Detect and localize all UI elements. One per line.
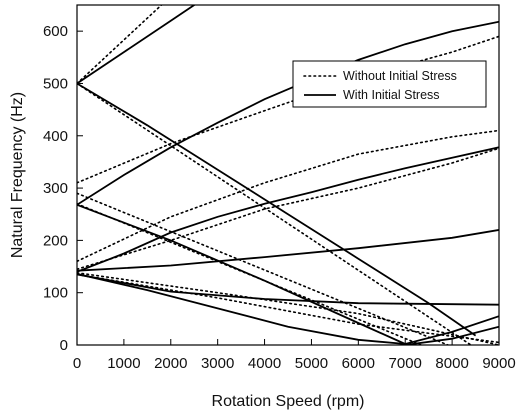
series-line-without-initial-stress-8 <box>77 273 499 344</box>
series-line-with-initial-stress-11 <box>77 82 477 337</box>
x-tick-label-9000: 9000 <box>482 355 515 372</box>
y-axis-label: Natural Frequency (Hz) <box>9 92 26 258</box>
series-line-with-initial-stress-13 <box>77 203 406 345</box>
legend: Without Initial Stress With Initial Stre… <box>292 60 487 108</box>
x-tick-label-7000: 7000 <box>389 355 422 372</box>
x-tick-label-2000: 2000 <box>154 355 187 372</box>
y-tick-label-100: 100 <box>43 285 68 302</box>
series-line-without-initial-stress-6 <box>77 147 499 271</box>
series-line-with-initial-stress-14 <box>77 146 499 273</box>
y-tick-label-200: 200 <box>43 232 68 249</box>
x-axis-ticks: 0 1000 2000 3000 4000 5000 6000 7000 8000 9000 <box>73 339 516 372</box>
y-tick-label-0: 0 <box>60 337 68 354</box>
x-tick-label-0: 0 <box>73 355 81 372</box>
x-tick-label-6000: 6000 <box>342 355 375 372</box>
series-line-with-initial-stress-15 <box>77 229 499 272</box>
x-tick-label-8000: 8000 <box>435 355 468 372</box>
y-tick-label-400: 400 <box>43 128 68 145</box>
legend-box <box>292 60 487 108</box>
y-tick-label-500: 500 <box>43 75 68 92</box>
x-axis-label: Rotation Speed (rpm) <box>212 393 365 410</box>
plot-frame <box>76 4 500 346</box>
x-tick-label-1000: 1000 <box>107 355 140 372</box>
legend-label-with-initial-stress: With Initial Stress <box>343 88 440 102</box>
legend-label-without-initial-stress: Without Initial Stress <box>343 69 457 83</box>
series-line-without-initial-stress-1 <box>77 5 163 85</box>
series-line-with-initial-stress-16 <box>77 273 499 306</box>
x-tick-label-3000: 3000 <box>201 355 234 372</box>
x-tick-label-4000: 4000 <box>248 355 281 372</box>
series-line-without-initial-stress-2 <box>77 82 473 345</box>
series-line-with-initial-stress-10 <box>77 5 196 85</box>
y-axis-ticks: 0 100 200 300 400 500 600 <box>43 23 83 354</box>
series-line-without-initial-stress-5 <box>77 129 499 263</box>
series-line-without-initial-stress-7 <box>77 271 499 345</box>
y-tick-label-600: 600 <box>43 23 68 40</box>
series-layer <box>77 5 499 345</box>
series-line-with-initial-stress-12 <box>77 20 499 206</box>
x-tick-label-5000: 5000 <box>295 355 328 372</box>
series-line-with-initial-stress-18 <box>405 325 499 345</box>
y-tick-label-300: 300 <box>43 180 68 197</box>
series-line-with-initial-stress-17 <box>77 273 499 345</box>
